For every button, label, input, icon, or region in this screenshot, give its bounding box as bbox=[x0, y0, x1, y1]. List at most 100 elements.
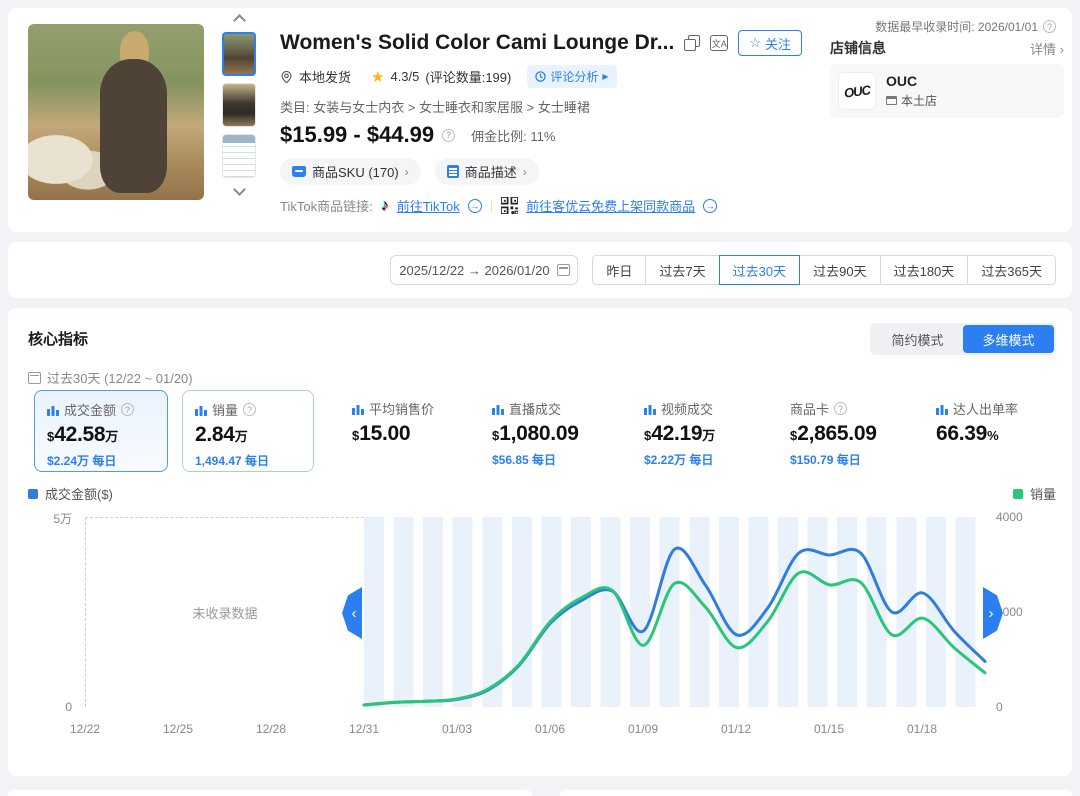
x-tick: 12/22 bbox=[69, 722, 101, 736]
legend-sales: 销量 bbox=[1012, 484, 1056, 503]
sku-button[interactable]: 商品SKU (170) › bbox=[280, 158, 421, 185]
y-right-mid: 2000 bbox=[996, 605, 1023, 619]
sales-swatch bbox=[1012, 488, 1023, 499]
help-icon[interactable]: ? bbox=[1043, 20, 1056, 33]
metric-cards-row: 成交金额? $42.58 万 $2.24万 每日 销量? 2.84 万 1,494.… bbox=[8, 390, 1072, 472]
thumbnail-1[interactable] bbox=[222, 32, 256, 76]
price-help-icon[interactable]: ? bbox=[442, 128, 456, 142]
range-yesterday[interactable]: 昨日 bbox=[592, 255, 647, 285]
bar-chart-icon bbox=[195, 404, 207, 416]
thumbnail-column bbox=[221, 14, 261, 196]
review-analysis-button[interactable]: 评论分析 ▶ bbox=[527, 65, 617, 88]
chevron-up-icon bbox=[232, 14, 246, 27]
date-filter-bar: 2025/12/22 → 2026/01/20 昨日 过去7天 过去30天 过去… bbox=[8, 242, 1072, 298]
chart-next-button[interactable]: › bbox=[983, 587, 1003, 639]
product-image-dress bbox=[100, 59, 168, 193]
bar-chart-icon bbox=[47, 404, 59, 416]
x-tick: 01/15 bbox=[813, 722, 845, 736]
mode-simple-button[interactable]: 简约模式 bbox=[891, 332, 944, 348]
x-tick: 12/25 bbox=[162, 722, 194, 736]
y-left-max: 5万 bbox=[53, 512, 72, 526]
store-section-title: 店铺信息 bbox=[830, 40, 886, 56]
x-tick: 01/06 bbox=[534, 722, 566, 736]
document-icon bbox=[446, 165, 459, 178]
store-detail-link[interactable]: 详情 › bbox=[1030, 41, 1064, 57]
gmv-swatch bbox=[28, 488, 38, 499]
metric-card-product-card[interactable]: 商品卡? $2,865.09 $150.79 每日 bbox=[790, 402, 877, 467]
metric-card-creator-rate[interactable]: 达人出单率 66.39% bbox=[924, 390, 1030, 472]
next-section-card bbox=[8, 790, 532, 796]
range-180d[interactable]: 过去180天 bbox=[879, 255, 969, 285]
period-label: 过去30天 (12/22 ~ 01/20) bbox=[28, 368, 193, 387]
date-range-input[interactable]: 2025/12/22 → 2026/01/20 bbox=[390, 255, 579, 285]
chart-prev-button[interactable]: ‹ bbox=[342, 587, 362, 639]
range-7d[interactable]: 过去7天 bbox=[645, 255, 720, 285]
store-type: 本土店 bbox=[886, 92, 937, 109]
rating-value: 4.3/5 bbox=[390, 69, 420, 84]
store-card[interactable]: OUC OUC 本土店 bbox=[830, 64, 1064, 118]
go-keyouyun-link[interactable]: 前往客优云免费上架同款商品 bbox=[526, 199, 696, 214]
go-tiktok-link[interactable]: 前往TikTok bbox=[396, 199, 460, 214]
legend-gmv: 成交金额($) bbox=[28, 484, 113, 503]
x-tick: 12/31 bbox=[348, 722, 380, 736]
translate-icon[interactable]: 文A bbox=[710, 35, 729, 51]
product-image[interactable] bbox=[28, 24, 204, 200]
copy-icon[interactable] bbox=[684, 35, 701, 51]
mode-toggle: 简约模式 多维模式 bbox=[870, 323, 1056, 355]
recorded-since: 数据最早收录时间: 2026/01/01 ? bbox=[875, 18, 1056, 35]
thumbs-down-button[interactable] bbox=[221, 183, 257, 196]
calendar-icon-2 bbox=[28, 371, 41, 384]
chevron-down-icon bbox=[232, 183, 246, 196]
x-tick: 01/03 bbox=[441, 722, 473, 736]
recorded-since-text: 数据最早收录时间: 2026/01/01 bbox=[875, 20, 1038, 34]
star-outline-icon: ☆ bbox=[749, 35, 761, 50]
metric-card-gmv[interactable]: 成交金额? $42.58 万 $2.24万 每日 bbox=[34, 390, 168, 472]
metric-help-icon[interactable]: ? bbox=[121, 403, 135, 416]
x-tick: 12/28 bbox=[255, 722, 287, 736]
metric-sub: $2.22万 每日 bbox=[644, 453, 714, 467]
x-tick: 01/12 bbox=[720, 722, 752, 736]
external-arrow-icon: → bbox=[467, 198, 482, 213]
play-triangle-icon: ▶ bbox=[602, 72, 609, 81]
x-tick: 01/09 bbox=[627, 722, 659, 736]
thumbs-up-button[interactable] bbox=[221, 14, 257, 27]
metric-sub: $150.79 每日 bbox=[790, 453, 861, 467]
metric-card-sales[interactable]: 销量? 2.84 万 1,494.47 每日 bbox=[182, 390, 314, 472]
metric-card-avg-price[interactable]: 平均销售价 $15.00 bbox=[340, 390, 446, 472]
range-365d[interactable]: 过去365天 bbox=[967, 255, 1056, 285]
range-30d[interactable]: 过去30天 bbox=[718, 255, 801, 285]
store-logo: OUC bbox=[838, 72, 876, 110]
metric-sub: $2.24万 每日 bbox=[47, 454, 117, 468]
description-button[interactable]: 商品描述 › bbox=[434, 158, 539, 185]
store-name: OUC bbox=[886, 73, 918, 89]
tiktok-icon: ♪ bbox=[380, 196, 389, 214]
calendar-icon bbox=[556, 264, 570, 276]
bar-chart-icon bbox=[352, 403, 364, 415]
metric-help-icon[interactable]: ? bbox=[243, 403, 257, 416]
qr-code-icon[interactable] bbox=[501, 197, 519, 214]
metric-sub bbox=[936, 451, 1018, 465]
thumbnail-2[interactable] bbox=[222, 83, 256, 127]
metric-card-live[interactable]: 直播成交 $1,080.09 $56.85 每日 bbox=[492, 402, 579, 467]
section-title: 核心指标 bbox=[28, 331, 89, 348]
mode-multi-button[interactable]: 多维模式 bbox=[963, 325, 1054, 353]
rating-star-icon: ★ bbox=[371, 68, 385, 86]
price-range: $15.99 - $44.99 bbox=[280, 122, 435, 147]
product-card: 数据最早收录时间: 2026/01/01 ? Women's Solid Col… bbox=[8, 8, 1072, 232]
range-button-group: 昨日 过去7天 过去30天 过去90天 过去180天 过去365天 bbox=[592, 255, 1056, 285]
y-right-min: 0 bbox=[996, 700, 1003, 714]
y-left-min: 0 bbox=[65, 700, 72, 714]
follow-button[interactable]: ☆ 关注 bbox=[738, 30, 802, 56]
clock-icon bbox=[535, 71, 547, 82]
next-section-card bbox=[560, 790, 1072, 796]
chart-svg bbox=[362, 546, 987, 707]
shipping-label: 本地发货 bbox=[299, 70, 352, 85]
range-90d[interactable]: 过去90天 bbox=[799, 255, 881, 285]
sales-line bbox=[362, 570, 987, 707]
tiktok-link-label: TikTok商品链接: bbox=[280, 199, 373, 214]
metric-card-video[interactable]: 视频成交 $42.19 万 $2.22万 每日 bbox=[644, 402, 716, 467]
thumbnail-3[interactable] bbox=[222, 134, 256, 178]
metric-help-icon[interactable]: ? bbox=[834, 402, 848, 415]
rating-count: (评论数量:199) bbox=[425, 70, 512, 85]
